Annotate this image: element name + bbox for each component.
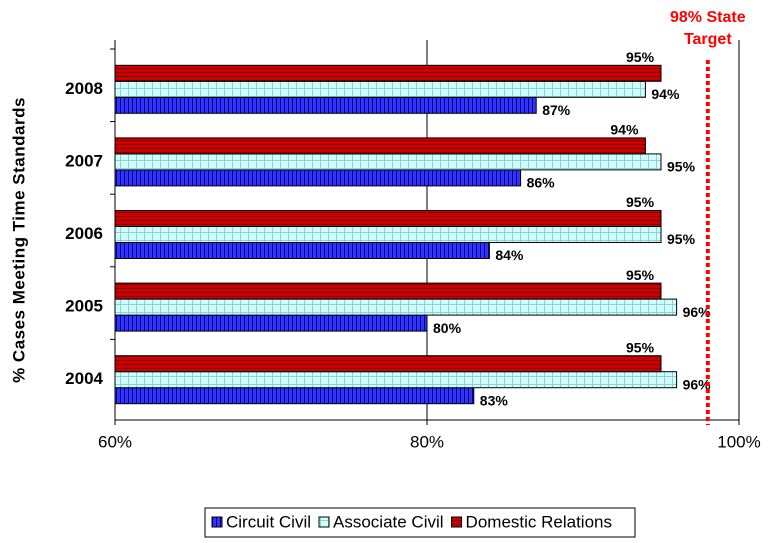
- bar: [114, 298, 678, 316]
- annotation-text: Target: [684, 31, 732, 48]
- y-tick-label: 2007: [65, 151, 103, 170]
- y-axis-title: % Cases Meeting Time Standards: [9, 97, 28, 383]
- data-label: 95%: [626, 49, 655, 65]
- data-label: 80%: [433, 320, 462, 336]
- data-label: 95%: [626, 267, 655, 283]
- x-tick-label: 100%: [717, 432, 760, 451]
- x-tick-label: 60%: [98, 432, 132, 451]
- bar: [114, 210, 662, 227]
- bar: [114, 355, 662, 373]
- bar: [114, 96, 537, 114]
- y-tick-label: 2006: [65, 224, 103, 243]
- annotation-text: 98% State: [670, 9, 746, 26]
- legend-swatch: [211, 516, 223, 528]
- data-label: 96%: [683, 304, 712, 320]
- legend: Circuit Civil Associate Civil Domestic Rel…: [204, 507, 636, 538]
- bar: [114, 64, 662, 82]
- bar: [114, 169, 522, 187]
- data-label: 86%: [527, 175, 556, 191]
- bar: [114, 242, 490, 259]
- bar: [114, 387, 475, 405]
- data-label: 87%: [542, 102, 571, 118]
- y-tick-label: 2004: [65, 369, 103, 388]
- data-label: 83%: [480, 392, 509, 408]
- bar: [114, 314, 428, 332]
- legend-swatch: [318, 516, 330, 528]
- legend-box: [204, 507, 636, 538]
- data-label: 84%: [495, 247, 524, 263]
- legend-label: Domestic Relations: [466, 512, 612, 531]
- legend-swatch: [451, 516, 463, 528]
- data-label: 95%: [667, 231, 696, 247]
- data-label: 95%: [626, 194, 655, 210]
- data-label: 96%: [683, 376, 712, 392]
- bar: [114, 137, 646, 155]
- bar: [114, 153, 662, 171]
- data-label: 95%: [667, 159, 696, 175]
- bar: [114, 226, 662, 243]
- data-label: 94%: [610, 122, 639, 138]
- data-label: 94%: [651, 86, 680, 102]
- bar: [114, 282, 662, 300]
- x-tick-label: 80%: [410, 432, 444, 451]
- data-label: 95%: [626, 339, 655, 355]
- legend-label: Circuit Civil: [226, 512, 311, 531]
- y-tick-label: 2005: [65, 297, 103, 316]
- bar: [114, 80, 646, 98]
- bar: [114, 371, 678, 389]
- y-tick-label: 2008: [65, 79, 103, 98]
- legend-label: Associate Civil: [333, 512, 444, 531]
